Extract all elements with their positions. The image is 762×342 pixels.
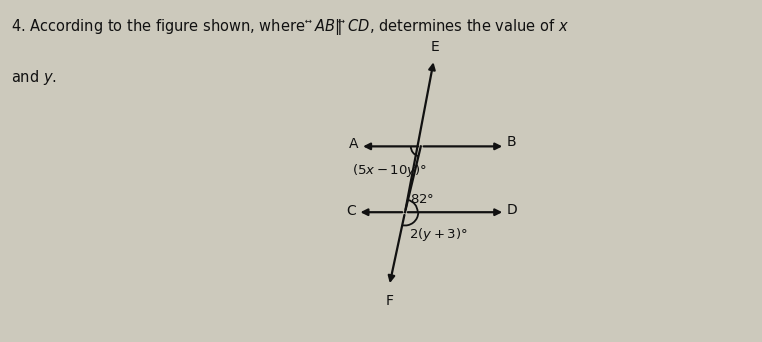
Text: 4. According to the figure shown, where $\overleftrightarrow{AB}\|\overleftright: 4. According to the figure shown, where … <box>11 17 569 37</box>
Text: B: B <box>507 135 516 149</box>
Text: F: F <box>386 294 394 308</box>
Text: $2(y + 3)°$: $2(y + 3)°$ <box>409 226 468 243</box>
Text: $(5x - 10y)°$: $(5x - 10y)°$ <box>352 161 427 179</box>
Text: A: A <box>349 137 358 151</box>
Text: E: E <box>431 40 440 54</box>
Text: and $y$.: and $y$. <box>11 68 57 88</box>
Text: D: D <box>507 203 517 217</box>
Text: C: C <box>346 204 356 218</box>
Text: $82°$: $82°$ <box>410 193 434 206</box>
